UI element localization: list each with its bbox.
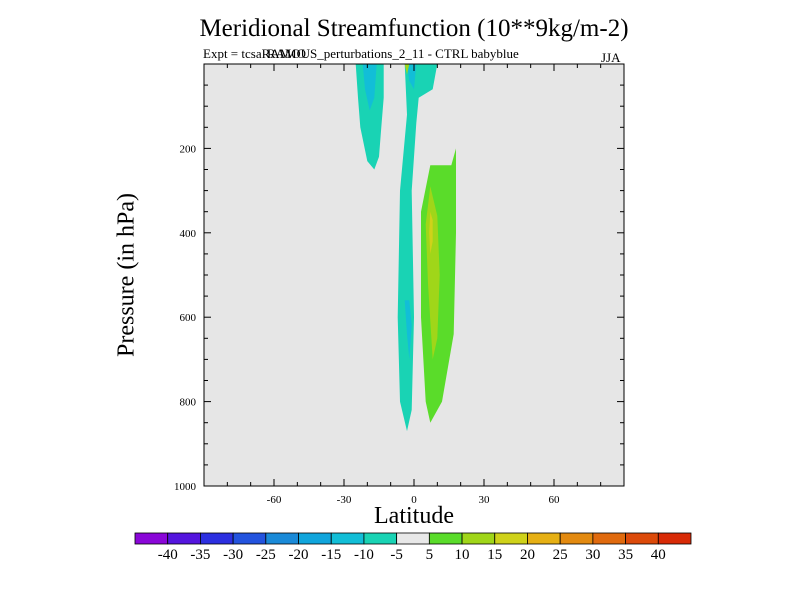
colorbar: -40 -35 -30 -25 -20 -15 -10 -5 5 10 15 20 25 30 35 40	[134, 532, 692, 563]
y-tick-label: 1000	[174, 481, 197, 493]
contour-regions	[355, 64, 456, 432]
contour-pos-cell-nh-core	[425, 186, 440, 360]
colorbar-swatch	[494, 532, 528, 545]
colorbar-swatch	[625, 532, 659, 545]
x-tick-label: 0	[411, 494, 417, 506]
colorbar-label: 25	[553, 547, 568, 563]
colorbar-label: -20	[289, 547, 309, 563]
colorbar-label: 15	[487, 547, 502, 563]
colorbar-swatch	[396, 532, 430, 545]
colorbar-label: 5	[426, 547, 434, 563]
colorbar-label: -25	[256, 547, 276, 563]
experiment-subtitle: Expt = tcsaRAMOUS_perturbations_2_11 - C…	[203, 46, 519, 61]
colorbar-swatch	[592, 532, 626, 545]
x-tick-label: -60	[267, 494, 282, 506]
colorbar-label: -40	[158, 547, 178, 563]
contour-neg-cell-upper-sh	[355, 64, 384, 170]
experiment-subtitle-overlay: RAMO	[267, 46, 307, 61]
colorbar-swatch	[461, 532, 496, 545]
contour-pos-cell-top-spot	[404, 64, 410, 75]
y-tick-label: 600	[180, 312, 197, 324]
colorbar-swatch	[200, 532, 234, 545]
colorbar-label: 20	[520, 547, 535, 563]
contour-pos-cell-nh-max	[429, 211, 433, 254]
colorbar-swatch	[559, 532, 594, 545]
colorbar-swatch	[657, 532, 692, 545]
colorbar-swatch	[265, 532, 299, 545]
colorbar-label: 30	[585, 547, 600, 563]
y-tick-label: 400	[180, 228, 197, 240]
plot-axes: -60 -30 0 30 60 200 400 600 800 1000	[174, 63, 625, 506]
x-tick-label: 60	[549, 494, 561, 506]
y-tick-label: 200	[180, 143, 197, 155]
x-tick-label: 30	[479, 494, 491, 506]
contour-neg-cell-upper-sh-core	[362, 64, 377, 111]
chart-title: Meridional Streamfunction (10**9kg/m-2)	[199, 15, 629, 42]
colorbar-swatch	[167, 532, 201, 545]
season-label: JJA	[601, 50, 621, 65]
colorbar-swatch	[527, 532, 561, 545]
colorbar-swatch	[330, 532, 365, 545]
x-axis-label: Latitude	[374, 503, 454, 529]
colorbar-swatch	[298, 532, 332, 545]
y-tick-label: 800	[180, 397, 197, 409]
contour-neg-column-lower-core	[404, 300, 412, 360]
x-tick-label: -30	[337, 494, 352, 506]
colorbar-swatch	[134, 532, 169, 545]
colorbar-label: 40	[651, 547, 666, 563]
colorbar-label: 10	[455, 547, 470, 563]
colorbar-swatch	[363, 532, 398, 545]
colorbar-label: -35	[190, 547, 210, 563]
colorbar-swatch	[232, 532, 267, 545]
colorbar-label: -5	[390, 547, 403, 563]
colorbar-label: -10	[354, 547, 374, 563]
colorbar-swatch	[428, 532, 463, 545]
colorbar-label: -30	[223, 547, 243, 563]
colorbar-label: 35	[618, 547, 633, 563]
colorbar-label: -15	[321, 547, 341, 563]
